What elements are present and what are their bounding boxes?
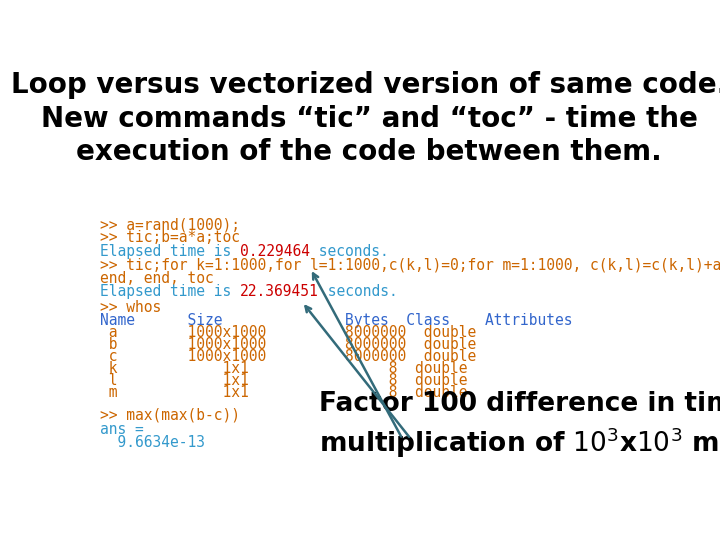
Text: Name      Size              Bytes  Class    Attributes: Name Size Bytes Class Attributes xyxy=(100,313,572,328)
Text: a        1000x1000         8000000  double: a 1000x1000 8000000 double xyxy=(100,325,477,340)
Text: l            1x1                8  double: l 1x1 8 double xyxy=(100,373,467,388)
Text: Elapsed time is: Elapsed time is xyxy=(100,244,240,259)
Text: c        1000x1000         8000000  double: c 1000x1000 8000000 double xyxy=(100,349,477,364)
Text: Elapsed time is: Elapsed time is xyxy=(100,285,240,299)
Text: seconds.: seconds. xyxy=(310,244,389,259)
Text: >> whos: >> whos xyxy=(100,300,161,315)
Text: >> tic;for k=1:1000,for l=1:1000,c(k,l)=0;for m=1:1000, c(k,l)=c(k,l)+a(k,m)*a(m: >> tic;for k=1:1000,for l=1:1000,c(k,l)=… xyxy=(100,258,720,273)
Text: >> max(max(b-c)): >> max(max(b-c)) xyxy=(100,407,240,422)
Text: Factor 100 difference in time for
multiplication of $10^3$x$10^3$ matrix!: Factor 100 difference in time for multip… xyxy=(319,392,720,460)
Text: >> a=rand(1000);: >> a=rand(1000); xyxy=(100,217,240,232)
Text: end, end, toc: end, end, toc xyxy=(100,271,214,286)
Text: k            1x1                8  double: k 1x1 8 double xyxy=(100,361,467,376)
Text: ans =: ans = xyxy=(100,422,144,437)
Text: 9.6634e-13: 9.6634e-13 xyxy=(100,435,205,449)
Text: Loop versus vectorized version of same code.
New commands “tic” and “toc” - time: Loop versus vectorized version of same c… xyxy=(11,71,720,166)
Text: seconds.: seconds. xyxy=(319,285,397,299)
Text: b        1000x1000         8000000  double: b 1000x1000 8000000 double xyxy=(100,337,477,352)
Text: >> tic;b=a*a;toc: >> tic;b=a*a;toc xyxy=(100,231,240,245)
Text: m            1x1                8  double: m 1x1 8 double xyxy=(100,386,467,401)
Text: 22.369451: 22.369451 xyxy=(240,285,319,299)
Text: 0.229464: 0.229464 xyxy=(240,244,310,259)
